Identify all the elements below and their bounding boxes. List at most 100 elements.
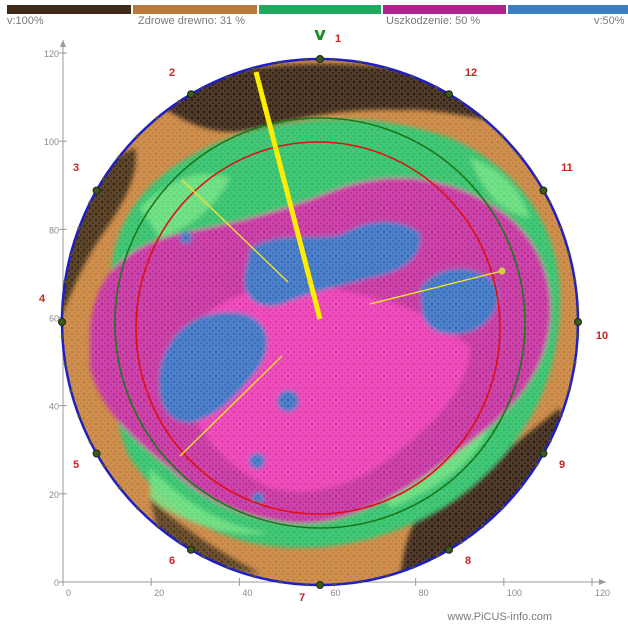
- perimeter-dot: [480, 115, 484, 119]
- tomogram-chart: 0 20 40 60 80 100 120 0 20 40 60 80 100 120: [39, 28, 610, 604]
- perimeter-dot: [481, 524, 485, 528]
- x-axis-arrow: [599, 579, 606, 585]
- sensor-dot: [92, 186, 101, 195]
- perimeter-dot: [177, 100, 181, 104]
- perimeter-dot: [69, 252, 73, 257]
- perimeter-dot: [155, 116, 159, 120]
- y-tick-label: 20: [49, 490, 59, 500]
- x-tick-label: 60: [331, 588, 341, 598]
- perimeter-dot: [251, 66, 255, 70]
- perimeter-dot: [178, 541, 182, 545]
- perimeter-dot: [88, 201, 92, 205]
- sensor-dot: [316, 55, 324, 63]
- perimeter-dot: [559, 414, 563, 418]
- perimeter-dot: [63, 279, 67, 284]
- y-axis-arrow: [60, 40, 66, 47]
- perimeter-dot: [278, 580, 282, 584]
- north-marker: v: [314, 28, 326, 45]
- y-tick-label: 120: [44, 49, 59, 59]
- sensor-dot: [539, 186, 548, 195]
- y-tick-label: 100: [44, 137, 59, 147]
- perimeter-dot: [358, 60, 362, 64]
- y-tick-label: 0: [54, 578, 59, 588]
- perimeter-dot: [519, 485, 523, 489]
- x-tick-label: 40: [242, 588, 252, 598]
- perimeter-dot: [88, 440, 92, 444]
- sensor-label: 8: [465, 555, 471, 567]
- perimeter-dot: [201, 555, 206, 559]
- perimeter-dot: [576, 306, 580, 310]
- perimeter-dot: [385, 574, 389, 578]
- footer-url: www.PiCUS-info.com: [447, 611, 552, 623]
- sensor-label: 6: [169, 555, 175, 567]
- sensor-label: 12: [465, 67, 477, 79]
- perimeter-dot: [156, 525, 160, 529]
- perimeter-dot: [458, 99, 462, 103]
- perimeter-dot: [63, 362, 67, 366]
- scale-segment-green: [259, 5, 381, 14]
- perimeter-dot: [548, 200, 552, 204]
- perimeter-dot: [69, 389, 73, 393]
- x-tick-label: 100: [507, 588, 522, 598]
- perimeter-dot: [411, 565, 415, 569]
- y-tick-label: 60: [49, 314, 59, 324]
- sensor-label: 1: [335, 33, 341, 45]
- perimeter-dot: [332, 583, 336, 587]
- perimeter-dot: [567, 251, 571, 255]
- perimeter-dot: [500, 133, 504, 138]
- perimeter-dot: [535, 463, 539, 467]
- x-tick-label: 80: [419, 588, 429, 598]
- perimeter-dot: [226, 566, 230, 570]
- sensor-dot: [58, 318, 66, 326]
- perimeter-dot: [77, 226, 81, 230]
- scale-segment-magenta: [383, 5, 506, 14]
- sensor-label: 11: [561, 162, 573, 174]
- sensor-dot: [187, 90, 195, 99]
- perimeter-dot: [305, 583, 309, 587]
- perimeter-dot: [434, 85, 439, 89]
- sensor-dot: [574, 318, 582, 326]
- healthy-wood-label: Zdrowe drewno: 31 %: [138, 15, 245, 27]
- scale-segment-blue: [508, 5, 628, 14]
- perimeter-dot: [501, 505, 505, 510]
- sensor-label: 10: [596, 330, 608, 342]
- perimeter-dot: [277, 60, 281, 64]
- perimeter-dot: [576, 333, 580, 337]
- perimeter-dot: [225, 75, 229, 79]
- yellow-line-3: [179, 355, 283, 457]
- yellow-line-1: [181, 179, 289, 283]
- x-tick-label: 20: [154, 588, 164, 598]
- perimeter-dot: [518, 154, 522, 158]
- tomogram-image: [62, 59, 578, 585]
- perimeter-dot: [60, 307, 64, 311]
- sensor-dot: [187, 545, 195, 554]
- red-ring: [135, 141, 501, 515]
- perimeter-dot: [559, 225, 563, 229]
- green-ring: [114, 117, 526, 529]
- y-tick-label: 40: [49, 402, 59, 412]
- perimeter-dot: [384, 66, 388, 70]
- sensor-dot: [445, 90, 453, 99]
- scale-segment-light-brown: [133, 5, 257, 14]
- perimeter-dot: [359, 580, 363, 584]
- perimeter-dot: [331, 57, 335, 61]
- perimeter-dot: [102, 464, 106, 468]
- perimeter-dot: [567, 387, 571, 392]
- perimeter-dot: [77, 415, 81, 419]
- perimeter-dot: [136, 506, 140, 511]
- scale-segment-dark-brown: [7, 5, 131, 14]
- sensor-dot: [445, 545, 453, 554]
- sensor-dot: [539, 449, 548, 458]
- perimeter-dot: [436, 554, 440, 558]
- perimeter-dot: [60, 334, 64, 338]
- sensor-label: 7: [299, 592, 305, 604]
- sensor-dot: [92, 449, 101, 458]
- y-tick-label: 80: [49, 225, 59, 235]
- perimeter-dot: [200, 86, 204, 90]
- sensor-label: 4: [39, 293, 46, 305]
- perimeter-dot: [410, 74, 414, 78]
- yellow-thick-line: [253, 71, 323, 320]
- damage-label: Uszkodzenie: 50 %: [386, 15, 481, 27]
- perimeter-dot: [548, 439, 552, 443]
